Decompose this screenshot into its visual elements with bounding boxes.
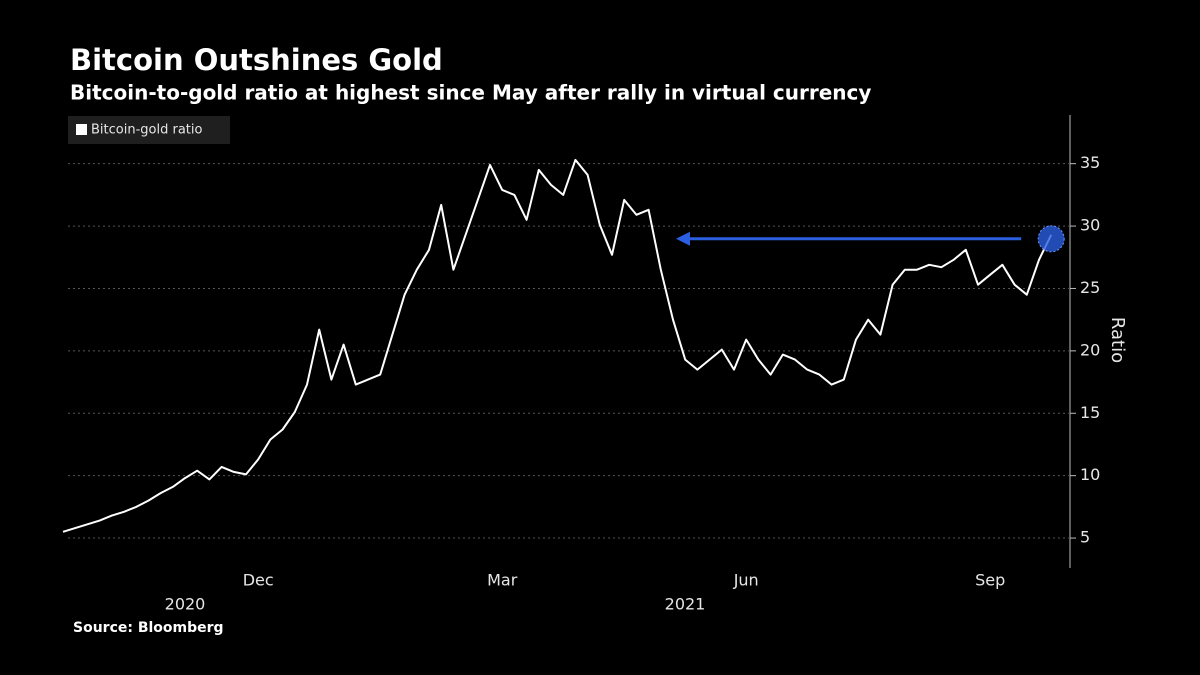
year-label: 2020 (165, 595, 206, 614)
y-tick-label: 30 (1080, 216, 1100, 235)
highlight-circle (1037, 225, 1065, 253)
chart-title: Bitcoin Outshines Gold (70, 43, 443, 77)
year-label: 2021 (665, 595, 706, 614)
x-tick-label: Jun (733, 571, 759, 590)
y-axis-label: Ratio (1107, 317, 1128, 363)
y-tick-label: 10 (1080, 465, 1100, 484)
legend-box (68, 116, 230, 144)
y-tick-label: 25 (1080, 278, 1100, 297)
y-tick-label: 15 (1080, 403, 1100, 422)
source: Source: Bloomberg (73, 620, 224, 636)
y-tick-label: 35 (1080, 153, 1100, 172)
x-tick-label: Dec (243, 571, 274, 590)
chart-subtitle: Bitcoin-to-gold ratio at highest since M… (70, 81, 871, 105)
y-tick-label: 20 (1080, 340, 1100, 359)
data-line (62, 158, 1053, 533)
x-tick-label: Mar (487, 571, 518, 590)
legend-label: Bitcoin-gold ratio (91, 123, 202, 138)
legend-swatch (76, 124, 87, 135)
legend: Bitcoin-gold ratio (68, 116, 230, 144)
arrow-head (676, 231, 690, 246)
y-tick-label: 5 (1080, 528, 1090, 547)
x-tick-label: Sep (975, 571, 1005, 590)
